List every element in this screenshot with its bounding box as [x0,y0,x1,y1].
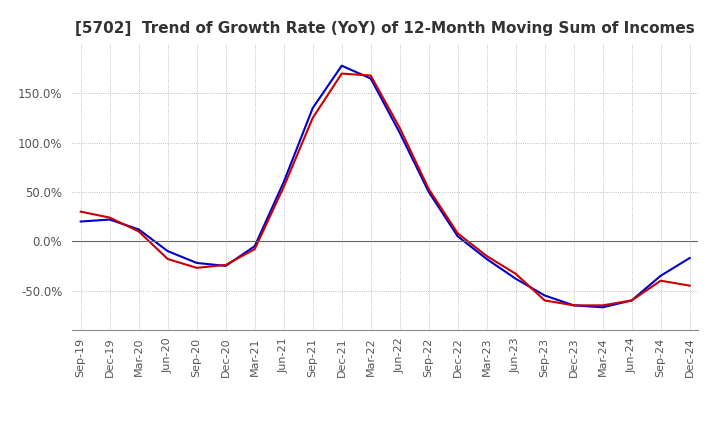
Net Income Growth Rate [598,303,607,308]
Net Income Growth Rate [541,298,549,303]
Net Income Growth Rate [685,283,694,288]
Ordinary Income Growth Rate [221,263,230,268]
Net Income Growth Rate [308,115,317,121]
Ordinary Income Growth Rate [192,260,201,266]
Line: Net Income Growth Rate: Net Income Growth Rate [81,73,690,305]
Ordinary Income Growth Rate [366,76,375,81]
Ordinary Income Growth Rate [598,304,607,310]
Ordinary Income Growth Rate [308,106,317,111]
Ordinary Income Growth Rate [279,180,288,185]
Net Income Growth Rate [279,184,288,190]
Net Income Growth Rate [366,73,375,78]
Net Income Growth Rate [163,257,172,262]
Ordinary Income Growth Rate [251,243,259,249]
Net Income Growth Rate [627,298,636,303]
Net Income Growth Rate [395,125,404,131]
Ordinary Income Growth Rate [570,303,578,308]
Ordinary Income Growth Rate [395,130,404,136]
Net Income Growth Rate [251,246,259,252]
Net Income Growth Rate [76,209,85,214]
Net Income Growth Rate [570,303,578,308]
Net Income Growth Rate [135,229,143,234]
Ordinary Income Growth Rate [541,293,549,298]
Ordinary Income Growth Rate [685,255,694,260]
Net Income Growth Rate [454,231,462,236]
Ordinary Income Growth Rate [627,298,636,303]
Net Income Growth Rate [338,71,346,76]
Net Income Growth Rate [511,271,520,276]
Line: Ordinary Income Growth Rate: Ordinary Income Growth Rate [81,66,690,307]
Net Income Growth Rate [424,186,433,191]
Ordinary Income Growth Rate [338,63,346,68]
Net Income Growth Rate [192,265,201,271]
Ordinary Income Growth Rate [482,257,491,262]
Ordinary Income Growth Rate [76,219,85,224]
Ordinary Income Growth Rate [657,273,665,279]
Ordinary Income Growth Rate [454,234,462,239]
Net Income Growth Rate [105,215,114,220]
Ordinary Income Growth Rate [135,227,143,232]
Ordinary Income Growth Rate [511,276,520,281]
Title: [5702]  Trend of Growth Rate (YoY) of 12-Month Moving Sum of Incomes: [5702] Trend of Growth Rate (YoY) of 12-… [76,21,695,36]
Ordinary Income Growth Rate [105,217,114,222]
Net Income Growth Rate [657,278,665,283]
Ordinary Income Growth Rate [424,189,433,194]
Net Income Growth Rate [221,262,230,268]
Net Income Growth Rate [482,253,491,259]
Ordinary Income Growth Rate [163,249,172,254]
